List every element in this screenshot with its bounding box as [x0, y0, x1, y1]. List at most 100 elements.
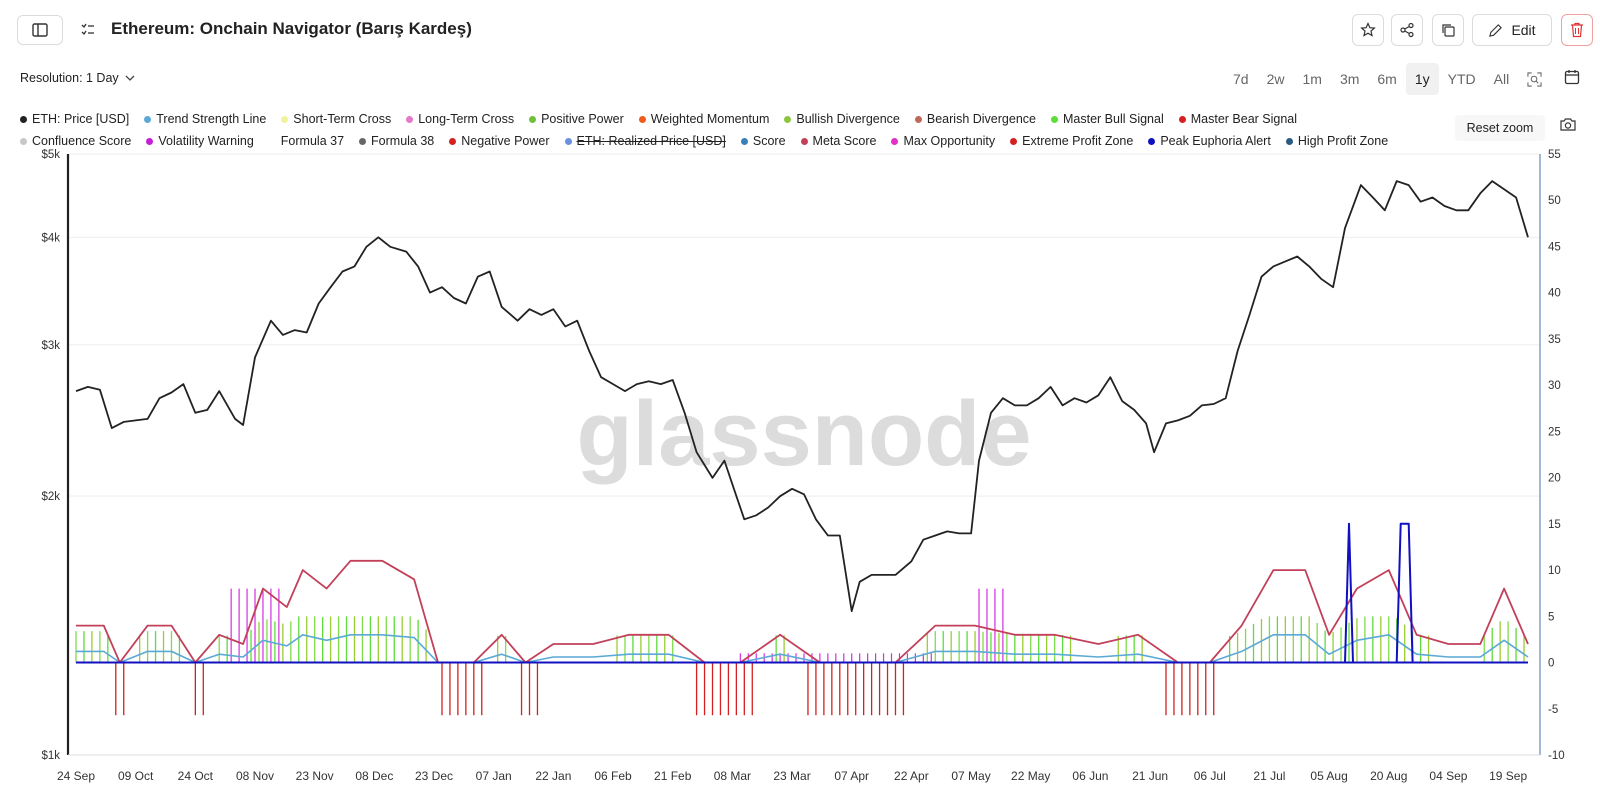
x-tick-label: 21 Jul — [1253, 769, 1285, 783]
legend-item[interactable]: Meta Score — [800, 134, 876, 148]
duplicate-button[interactable] — [1432, 14, 1464, 46]
legend-dot-icon — [144, 115, 152, 123]
legend-item[interactable]: Formula 38 — [359, 134, 434, 148]
series-line-eth-price-usd- — [75, 180, 1529, 612]
legend-item[interactable]: Volatility Warning — [146, 134, 254, 148]
legend-dot-icon — [146, 137, 154, 145]
legend-dot-icon — [740, 137, 748, 145]
delete-button[interactable] — [1561, 14, 1593, 46]
legend-dot-icon — [449, 137, 457, 145]
legend-item[interactable]: Long-Term Cross — [406, 112, 514, 126]
x-tick-label: 21 Feb — [654, 769, 692, 783]
y-left-tick-label: $1k — [41, 750, 60, 762]
legend-label: Confluence Score — [32, 134, 132, 148]
star-icon — [1360, 22, 1376, 37]
x-tick-label: 24 Sep — [57, 769, 95, 783]
legend-item[interactable]: Peak Euphoria Alert — [1148, 134, 1271, 148]
y-left-tick-label: $2k — [41, 491, 60, 503]
legend-label: Volatility Warning — [158, 134, 254, 148]
legend-item[interactable]: Positive Power — [529, 112, 624, 126]
legend-item[interactable]: Weighted Momentum — [638, 112, 769, 126]
x-tick-label: 24 Oct — [178, 769, 214, 783]
legend-item[interactable]: Extreme Profit Zone — [1010, 134, 1133, 148]
legend-item[interactable]: Confluence Score — [20, 134, 131, 148]
legend-dot-icon — [1010, 137, 1018, 145]
legend-dot-icon — [406, 115, 414, 123]
legend-dot-icon — [891, 137, 899, 145]
y-right-tick-label: 25 — [1548, 426, 1561, 438]
pencil-icon — [1489, 23, 1503, 37]
legend-item[interactable]: ETH: Realized Price [USD] — [564, 134, 726, 148]
legend-dot-icon — [20, 137, 27, 145]
legend-item[interactable]: Score — [740, 134, 786, 148]
range-3m[interactable]: 3m — [1339, 71, 1360, 87]
legend-label: Max Opportunity — [903, 134, 996, 148]
range-6m[interactable]: 6m — [1377, 71, 1397, 87]
legend-dot-icon — [1050, 115, 1058, 123]
sidebar-toggle-button[interactable] — [17, 15, 63, 45]
legend-item[interactable]: Bearish Divergence — [914, 112, 1036, 126]
legend-item[interactable]: Master Bear Signal — [1178, 112, 1297, 126]
legend-label: Positive Power — [541, 112, 624, 126]
camera-icon — [1560, 118, 1576, 131]
legend-label: Extreme Profit Zone — [1022, 134, 1134, 148]
y-right-tick-label: 15 — [1548, 519, 1561, 531]
legend-item[interactable]: Negative Power — [449, 134, 550, 148]
reset-zoom-button[interactable]: Reset zoom — [1455, 115, 1545, 141]
y-right-tick-label: 10 — [1548, 565, 1561, 577]
x-tick-label: 06 Feb — [594, 769, 632, 783]
legend-item[interactable]: Formula 37 — [269, 134, 344, 148]
range-2w[interactable]: 2w — [1266, 71, 1285, 87]
x-tick-label: 06 Jun — [1072, 769, 1108, 783]
series-line-meta-score — [76, 559, 1529, 664]
legend-dot-icon — [1178, 115, 1186, 123]
x-tick-label: 08 Mar — [714, 769, 751, 783]
share-button[interactable] — [1391, 14, 1423, 46]
series-line-peak-euphoria-alert — [76, 522, 1528, 664]
x-tick-label: 07 Jan — [476, 769, 512, 783]
x-tick-label: 22 Apr — [894, 769, 929, 783]
x-tick-label: 22 May — [1011, 769, 1050, 783]
y-right-tick-label: 0 — [1548, 658, 1554, 670]
y-right-tick-label: 50 — [1548, 195, 1561, 207]
x-tick-label: 05 Aug — [1310, 769, 1347, 783]
x-tick-label: 08 Dec — [355, 769, 393, 783]
legend-item[interactable]: Max Opportunity — [891, 134, 995, 148]
metric-list-icon[interactable] — [80, 22, 96, 38]
legend-label: Bearish Divergence — [926, 112, 1036, 126]
y-right-tick-label: 20 — [1548, 473, 1561, 485]
watermark: glassnode — [576, 383, 1031, 485]
legend-row-1: ETH: Price [USD] Trend Strength Line Short… — [20, 112, 1312, 126]
range-7d[interactable]: 7d — [1233, 71, 1249, 87]
legend-item[interactable]: ETH: Price [USD] — [20, 112, 129, 126]
legend-dot-icon — [800, 137, 808, 145]
x-tick-label: 07 Apr — [834, 769, 869, 783]
zoom-select-button[interactable] — [1518, 63, 1551, 95]
legend-item[interactable]: Trend Strength Line — [144, 112, 266, 126]
range-1m[interactable]: 1m — [1302, 71, 1322, 87]
legend-item[interactable]: Short-Term Cross — [281, 112, 391, 126]
zoom-icon — [1527, 71, 1542, 87]
y-left-tick-label: $4k — [41, 232, 60, 244]
resolution-dropdown[interactable]: Resolution: 1 Day — [20, 71, 135, 85]
legend-label: Trend Strength Line — [156, 112, 267, 126]
share-icon — [1400, 22, 1414, 38]
x-tick-label: 09 Oct — [118, 769, 154, 783]
screenshot-button[interactable] — [1560, 117, 1576, 136]
legend-item[interactable]: High Profit Zone — [1285, 134, 1389, 148]
legend-item[interactable]: Master Bull Signal — [1050, 112, 1164, 126]
chevron-down-icon — [125, 75, 135, 81]
legend-label: Peak Euphoria Alert — [1160, 134, 1271, 148]
date-picker-button[interactable] — [1556, 61, 1588, 93]
edit-button[interactable]: Edit — [1472, 14, 1552, 46]
legend-label: High Profit Zone — [1297, 134, 1389, 148]
range-all[interactable]: All — [1493, 71, 1510, 87]
range-1y[interactable]: 1y — [1405, 63, 1439, 95]
x-tick-label: 20 Aug — [1370, 769, 1407, 783]
range-ytd[interactable]: YTD — [1447, 71, 1476, 87]
legend-item[interactable]: Bullish Divergence — [784, 112, 900, 126]
legend-dot-icon — [914, 115, 922, 123]
legend-label: Formula 38 — [371, 134, 435, 148]
y-right-tick-label: 55 — [1548, 149, 1561, 161]
favorite-button[interactable] — [1352, 14, 1384, 46]
